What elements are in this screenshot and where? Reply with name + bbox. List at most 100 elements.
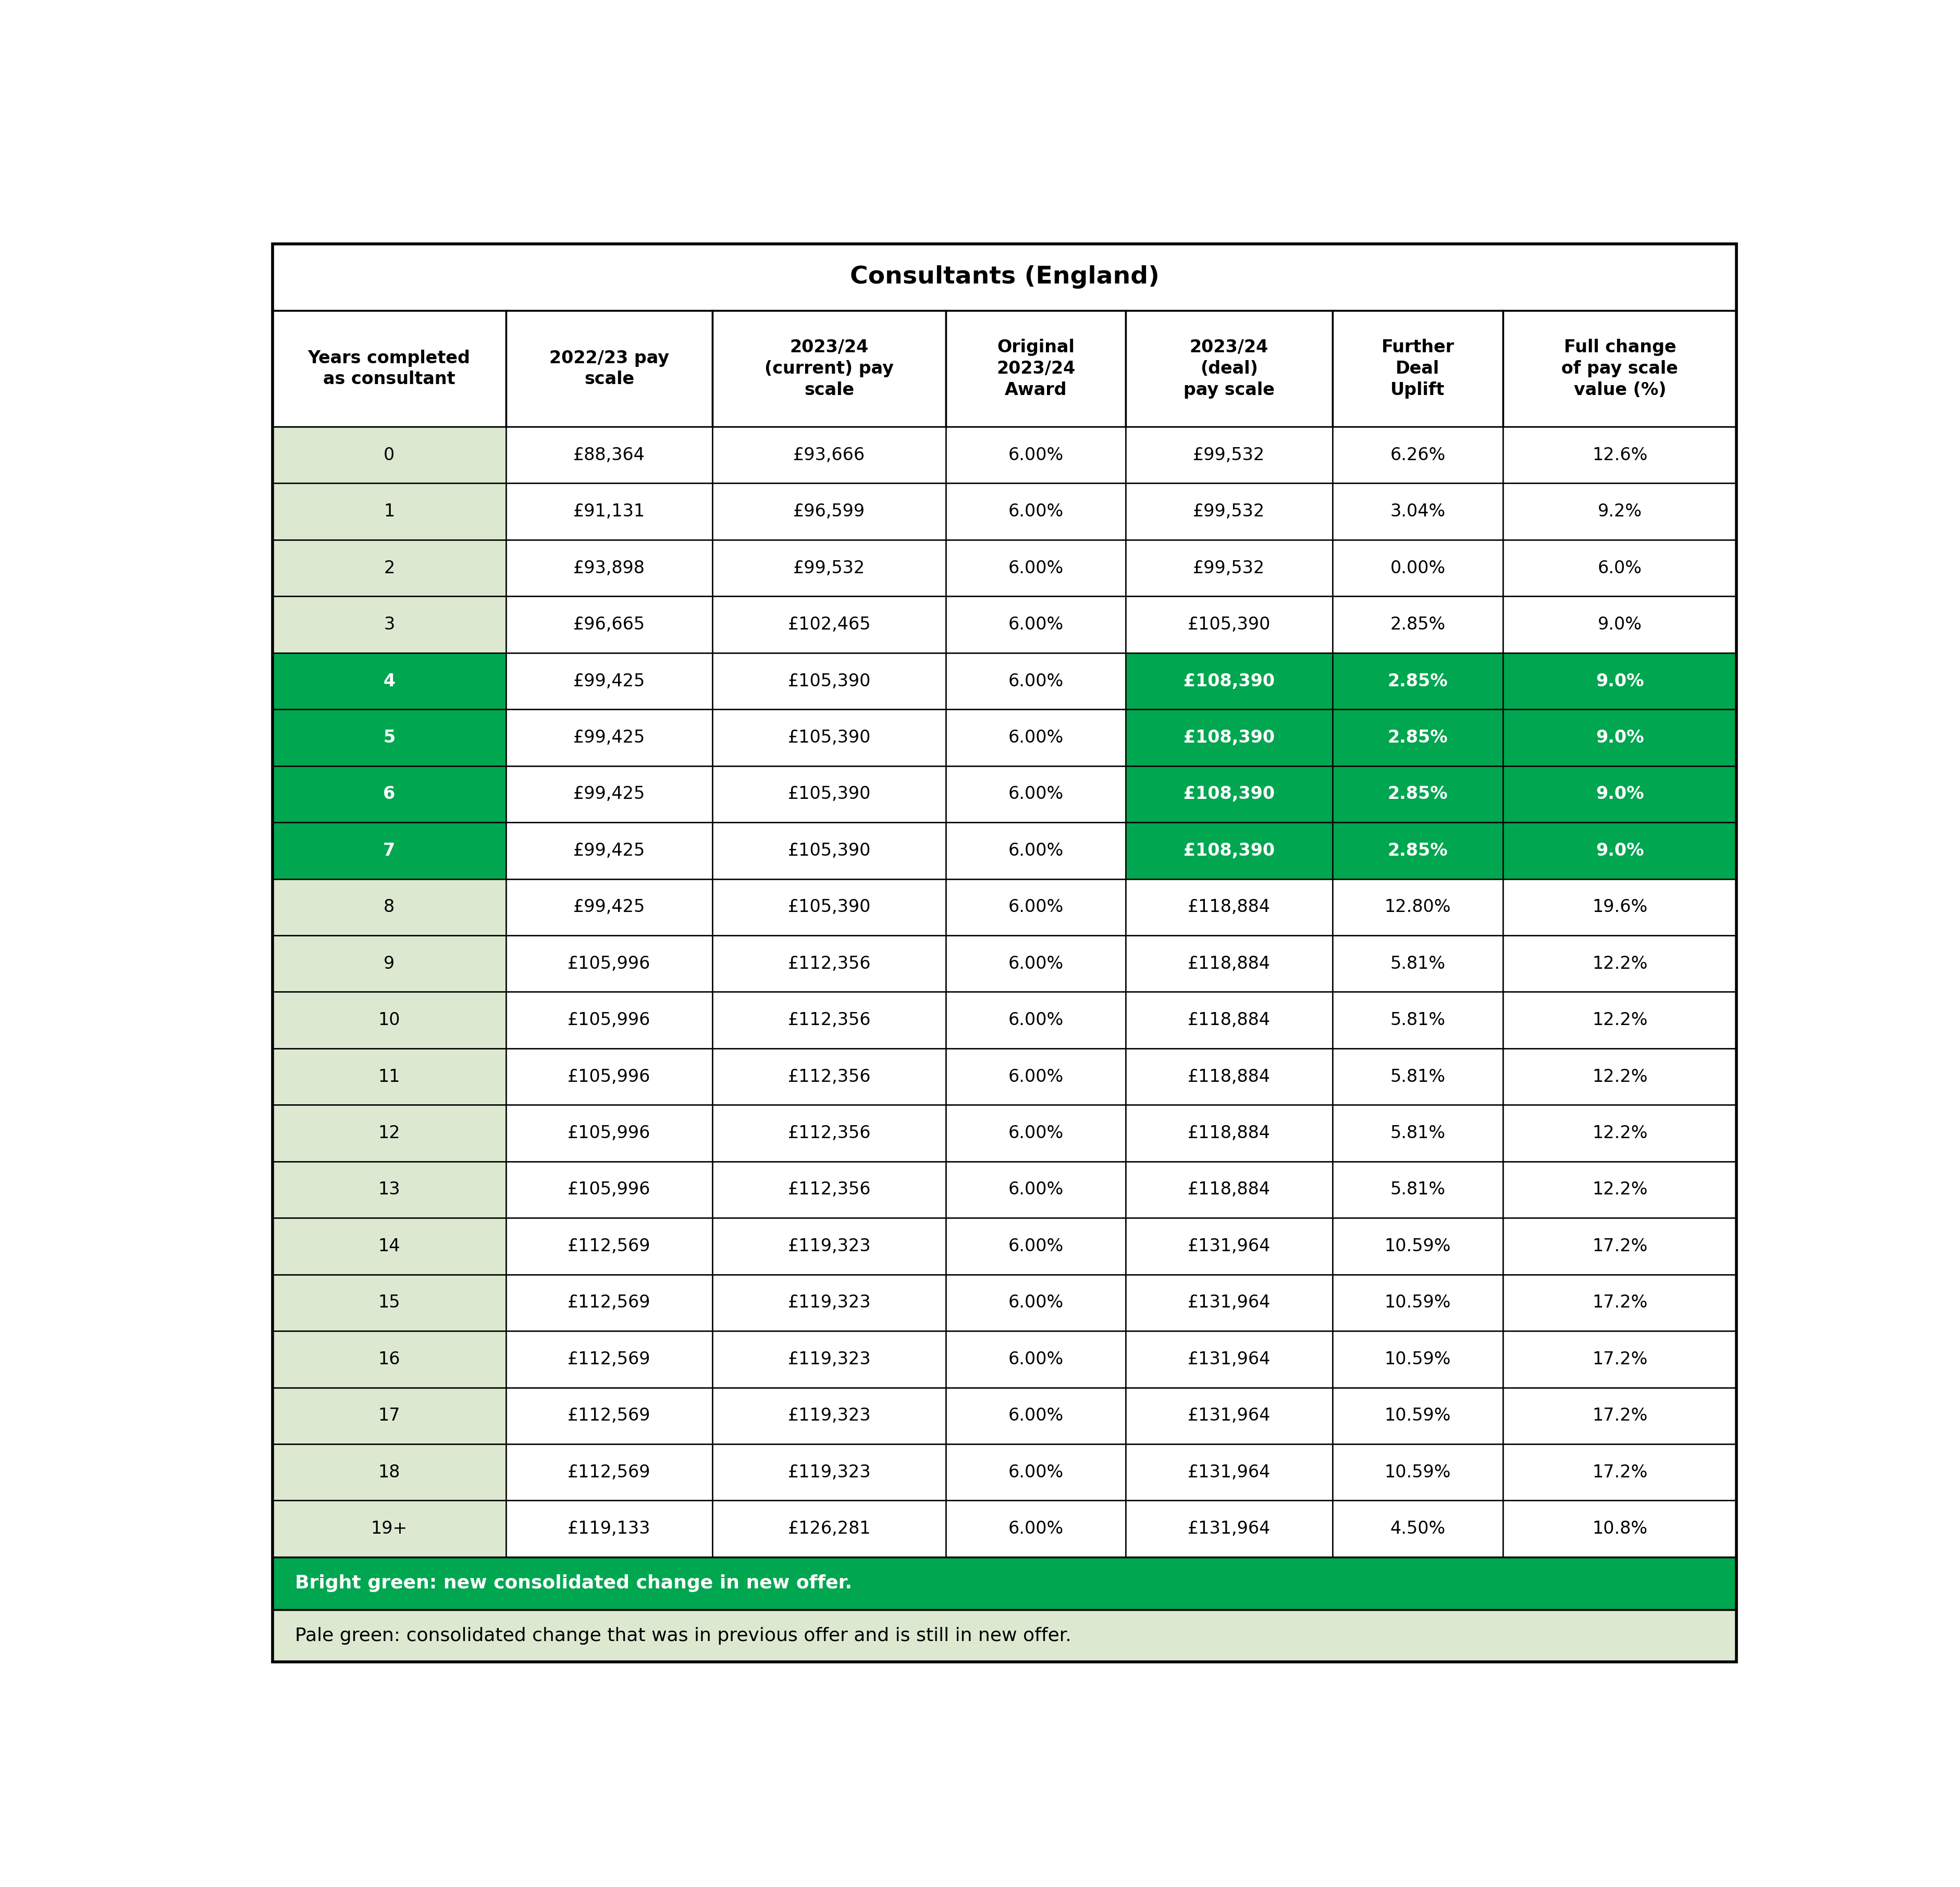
Bar <box>1125 1387 1333 1444</box>
Bar <box>1503 1049 1737 1106</box>
Bar <box>713 993 947 1049</box>
Text: £99,532: £99,532 <box>1194 504 1264 521</box>
Bar <box>506 766 713 823</box>
Bar <box>1125 1106 1333 1162</box>
Text: £118,884: £118,884 <box>1188 1125 1270 1142</box>
Bar <box>272 1444 506 1500</box>
Bar <box>506 936 713 993</box>
Bar <box>1333 766 1503 823</box>
Text: 10.59%: 10.59% <box>1384 1294 1450 1311</box>
Bar <box>1333 426 1503 483</box>
Text: 6.00%: 6.00% <box>1007 955 1064 972</box>
Bar <box>947 1049 1125 1106</box>
Bar <box>506 1217 713 1274</box>
Text: £105,390: £105,390 <box>1188 615 1270 634</box>
Text: 2.85%: 2.85% <box>1388 785 1448 802</box>
Bar <box>947 1330 1125 1387</box>
Bar <box>506 596 713 653</box>
Bar <box>1503 1217 1737 1274</box>
Text: 5.81%: 5.81% <box>1390 1125 1445 1142</box>
Text: 9.0%: 9.0% <box>1597 615 1642 634</box>
Bar <box>1125 936 1333 993</box>
Bar <box>272 1557 1737 1610</box>
Text: 10.59%: 10.59% <box>1384 1464 1450 1481</box>
Bar <box>272 1162 506 1217</box>
Bar <box>272 1387 506 1444</box>
Text: £99,425: £99,425 <box>572 672 645 691</box>
Text: £108,390: £108,390 <box>1184 728 1274 745</box>
Bar <box>1125 766 1333 823</box>
Bar <box>947 1500 1125 1557</box>
Bar <box>1125 879 1333 936</box>
Bar <box>506 1330 713 1387</box>
Bar <box>947 823 1125 879</box>
Bar <box>947 879 1125 936</box>
Text: Bright green: new consolidated change in new offer.: Bright green: new consolidated change in… <box>296 1574 853 1593</box>
Bar <box>947 1106 1125 1162</box>
Bar <box>1503 483 1737 540</box>
Text: £91,131: £91,131 <box>572 504 645 521</box>
Bar <box>1125 1162 1333 1217</box>
Text: £108,390: £108,390 <box>1184 672 1274 691</box>
Bar <box>1333 710 1503 766</box>
Text: 5: 5 <box>382 728 396 745</box>
Bar <box>272 426 506 483</box>
Text: £88,364: £88,364 <box>572 447 645 464</box>
Bar <box>506 426 713 483</box>
Text: 6.00%: 6.00% <box>1007 447 1064 464</box>
Bar <box>506 653 713 710</box>
Bar <box>272 1500 506 1557</box>
Bar <box>1503 1387 1737 1444</box>
Bar <box>272 1217 506 1274</box>
Bar <box>947 653 1125 710</box>
Text: 17.2%: 17.2% <box>1592 1351 1648 1368</box>
Bar <box>506 540 713 596</box>
Text: £119,323: £119,323 <box>788 1294 870 1311</box>
Text: 5.81%: 5.81% <box>1390 1011 1445 1028</box>
Bar <box>1333 1106 1503 1162</box>
Text: 6.00%: 6.00% <box>1007 1351 1064 1368</box>
Text: 10.59%: 10.59% <box>1384 1408 1450 1425</box>
Text: 0: 0 <box>384 447 394 464</box>
Bar <box>947 1217 1125 1274</box>
Text: £131,964: £131,964 <box>1188 1294 1270 1311</box>
Bar <box>506 1274 713 1330</box>
Text: 6: 6 <box>382 785 396 802</box>
Text: £119,133: £119,133 <box>568 1521 651 1538</box>
Bar <box>1503 710 1737 766</box>
Text: £105,996: £105,996 <box>568 955 651 972</box>
Bar <box>1125 1049 1333 1106</box>
Text: £112,569: £112,569 <box>568 1351 651 1368</box>
Text: £108,390: £108,390 <box>1184 785 1274 802</box>
Bar <box>506 1444 713 1500</box>
Bar <box>1125 540 1333 596</box>
Bar <box>272 1049 506 1106</box>
Bar <box>506 710 713 766</box>
Text: £112,356: £112,356 <box>788 1011 870 1028</box>
Bar <box>506 879 713 936</box>
Bar <box>1333 1500 1503 1557</box>
Text: 4.50%: 4.50% <box>1390 1521 1445 1538</box>
Text: 12.2%: 12.2% <box>1592 1125 1648 1142</box>
Text: £131,964: £131,964 <box>1188 1408 1270 1425</box>
Text: £99,425: £99,425 <box>572 842 645 859</box>
Bar <box>1503 1330 1737 1387</box>
Text: £118,884: £118,884 <box>1188 1011 1270 1028</box>
Text: 6.00%: 6.00% <box>1007 1408 1064 1425</box>
Bar <box>1333 483 1503 540</box>
Text: 12.2%: 12.2% <box>1592 1011 1648 1028</box>
Text: 6.00%: 6.00% <box>1007 1521 1064 1538</box>
Bar <box>1503 653 1737 710</box>
Text: 10: 10 <box>378 1011 400 1028</box>
Bar <box>1125 993 1333 1049</box>
Text: £105,390: £105,390 <box>788 898 870 915</box>
Text: £96,665: £96,665 <box>572 615 645 634</box>
Text: 12.2%: 12.2% <box>1592 1181 1648 1198</box>
Text: 6.00%: 6.00% <box>1007 1181 1064 1198</box>
Text: £99,532: £99,532 <box>1194 447 1264 464</box>
Bar <box>1503 936 1737 993</box>
Bar <box>713 1217 947 1274</box>
Text: £118,884: £118,884 <box>1188 955 1270 972</box>
Text: 13: 13 <box>378 1181 400 1198</box>
Text: £99,532: £99,532 <box>794 559 866 577</box>
